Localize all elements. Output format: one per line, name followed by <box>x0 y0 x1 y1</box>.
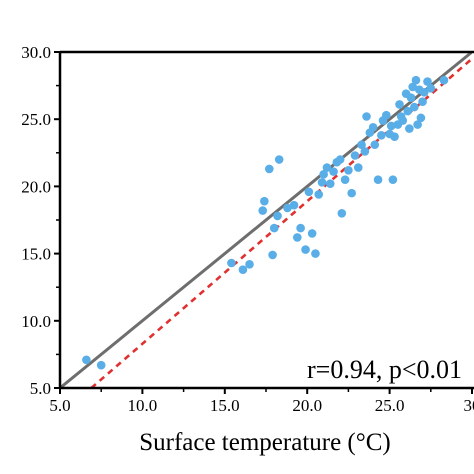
data-point <box>269 223 279 233</box>
reference-lines <box>60 52 472 388</box>
x-tick-label: 25.0 <box>375 396 405 415</box>
data-point <box>413 120 422 129</box>
identity-line <box>60 52 472 388</box>
data-point <box>317 178 327 187</box>
x-axis-ticks: 5.0 10.0 15.0 20.0 25.0 30 <box>49 388 474 415</box>
data-point <box>368 122 378 132</box>
data-point <box>395 100 404 109</box>
data-point <box>335 155 345 164</box>
data-point <box>325 179 335 189</box>
y-tick-label: 30.0 <box>21 43 51 62</box>
data-point <box>388 175 398 184</box>
data-point <box>268 250 277 260</box>
data-point <box>293 233 302 242</box>
data-point <box>329 167 338 176</box>
data-point <box>337 208 347 218</box>
x-tick-label: 5.0 <box>49 396 70 415</box>
data-point <box>273 211 282 221</box>
y-axis-ticks: 5.0 10.0 15.0 20.0 25.0 30.0 <box>21 43 60 398</box>
data-point <box>398 116 408 125</box>
x-axis-title: Surface temperature (°C) <box>139 429 391 456</box>
data-point <box>382 110 391 120</box>
y-tick-label: 15.0 <box>21 245 51 264</box>
data-point <box>403 106 413 116</box>
data-point <box>426 83 436 93</box>
data-point <box>357 140 366 150</box>
data-point <box>304 187 314 197</box>
data-point <box>227 258 236 268</box>
data-point <box>423 77 432 86</box>
correlation-annotation: r=0.94, p<0.01 <box>307 355 462 384</box>
data-point <box>82 355 91 365</box>
data-point <box>260 196 269 206</box>
y-tick-label: 10.0 <box>21 312 51 331</box>
y-tick-label: 25.0 <box>21 110 51 129</box>
data-point <box>411 75 421 85</box>
data-point <box>314 190 324 199</box>
data-point <box>390 132 399 141</box>
data-point <box>353 163 363 172</box>
y-tick-label: 20.0 <box>21 177 51 196</box>
data-point <box>264 164 274 174</box>
data-point <box>238 265 248 275</box>
data-point <box>311 249 320 258</box>
data-point <box>405 124 414 133</box>
y-tick-label: 5.0 <box>30 379 51 398</box>
data-point <box>289 200 299 210</box>
data-point <box>258 206 268 215</box>
data-point <box>386 121 396 131</box>
data-point <box>350 151 360 160</box>
data-point <box>373 175 383 184</box>
data-point <box>439 75 449 85</box>
x-tick-label: 20.0 <box>292 396 322 415</box>
data-point <box>377 131 386 140</box>
data-point <box>419 88 429 97</box>
data-point <box>360 147 370 156</box>
data-point <box>362 112 371 121</box>
data-point <box>344 165 353 175</box>
x-tick-label: 30 <box>464 396 474 415</box>
data-point <box>406 93 416 102</box>
data-point <box>340 175 350 184</box>
data-point <box>370 140 380 150</box>
data-point <box>296 223 305 233</box>
data-point <box>96 360 106 370</box>
data-point <box>322 163 332 172</box>
data-point <box>416 113 426 123</box>
data-points <box>82 75 449 370</box>
data-point <box>301 245 310 254</box>
data-point <box>274 155 284 164</box>
x-tick-label: 10.0 <box>128 396 158 415</box>
data-point <box>319 170 328 179</box>
data-point <box>307 229 317 238</box>
data-point <box>408 82 417 92</box>
data-point <box>283 203 292 213</box>
data-point <box>347 188 356 198</box>
x-tick-label: 15.0 <box>210 396 240 415</box>
data-point <box>245 260 254 269</box>
data-point <box>410 102 419 112</box>
data-point <box>418 97 427 107</box>
